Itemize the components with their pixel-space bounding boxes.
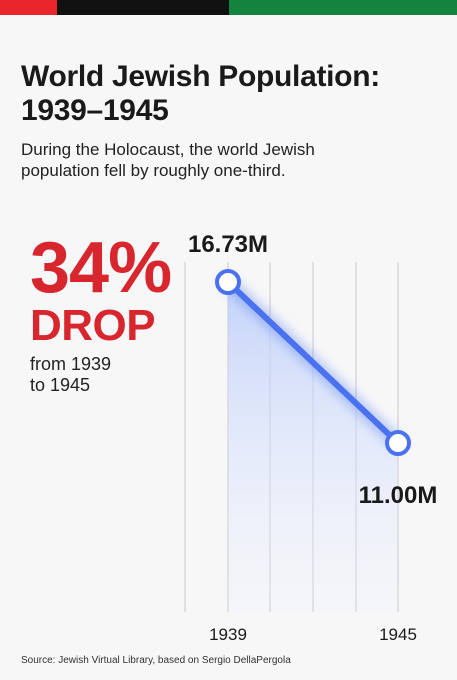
drop-note-line-1: from 1939 — [30, 354, 112, 374]
source-note: Source: Jewish Virtual Library, based on… — [21, 655, 291, 666]
flag-color-bar — [0, 0, 457, 15]
drop-percent: 34% — [30, 228, 172, 308]
subtitle-line-2: population fell by roughly one-third. — [21, 161, 286, 180]
data-point-1939 — [215, 269, 241, 295]
x-tick-label-1945: 1945 — [379, 625, 417, 644]
subtitle: During the Holocaust, the world Jewish po… — [21, 139, 441, 181]
color-bar-green — [229, 0, 457, 15]
color-bar-red — [0, 0, 57, 15]
title-line-2: 1939–1945 — [21, 94, 169, 127]
data-label-1939: 16.73M — [188, 231, 268, 258]
x-tick-label-1939: 1939 — [209, 625, 247, 644]
page-title: World Jewish Population: 1939–1945 — [21, 60, 441, 128]
title-line-1: World Jewish Population: — [21, 60, 380, 93]
series-line — [225, 279, 401, 446]
drop-word: DROP — [30, 301, 156, 350]
drop-period-note: from 1939 to 1945 — [30, 354, 180, 396]
drop-note-line-2: to 1945 — [30, 375, 91, 395]
area-fill — [228, 282, 398, 612]
color-bar-black — [57, 0, 229, 15]
data-point-1945 — [385, 430, 411, 456]
data-label-1945: 11.00M — [359, 482, 438, 509]
subtitle-line-1: During the Holocaust, the world Jewish — [21, 140, 315, 159]
